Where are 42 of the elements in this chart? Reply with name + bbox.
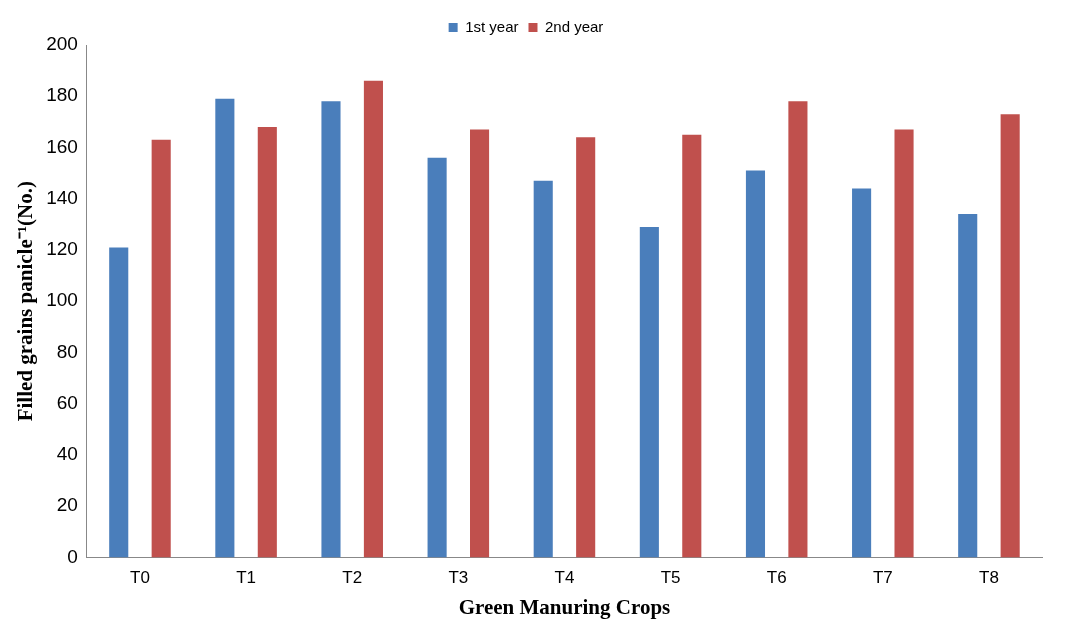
x-tick-label: T1 xyxy=(236,568,257,588)
y-tick-label: 20 xyxy=(56,494,78,516)
bar xyxy=(788,101,808,558)
y-tick-label: 200 xyxy=(46,33,78,55)
x-tick-label: T7 xyxy=(872,568,893,588)
legend-label: 1st year xyxy=(465,17,519,35)
x-tick-label: T5 xyxy=(660,568,681,588)
bar xyxy=(257,126,277,558)
bar xyxy=(639,226,659,558)
bar xyxy=(682,134,702,558)
bar xyxy=(427,157,447,558)
y-axis-title: Filled grains panicle⁻¹(No.) xyxy=(13,181,38,422)
x-tick-label: T6 xyxy=(766,568,787,588)
x-tick-label: T0 xyxy=(130,568,150,588)
y-tick-label: 180 xyxy=(46,84,78,106)
y-tick-label: 80 xyxy=(56,340,78,362)
y-tick-label: 120 xyxy=(46,238,78,260)
bar xyxy=(533,180,553,558)
bar xyxy=(215,98,235,558)
x-tick-label: T8 xyxy=(979,568,999,588)
x-tick-label: T3 xyxy=(448,568,469,588)
legend-label: 2nd year xyxy=(544,17,604,35)
bar xyxy=(321,101,341,558)
y-tick-label: 0 xyxy=(67,545,78,567)
bar xyxy=(894,129,914,558)
x-axis-title: Green Manuring Crops xyxy=(458,594,671,619)
bar xyxy=(470,129,490,558)
x-tick-label: T4 xyxy=(554,568,575,588)
bar xyxy=(576,137,596,558)
y-tick-label: 140 xyxy=(46,186,78,208)
bar xyxy=(852,188,872,558)
y-tick-label: 40 xyxy=(56,443,78,465)
bar xyxy=(958,214,978,558)
x-tick-label: T2 xyxy=(342,568,363,588)
bar xyxy=(151,139,171,558)
y-tick-label: 100 xyxy=(46,289,78,311)
bar xyxy=(109,247,129,558)
bar xyxy=(1000,114,1020,558)
y-tick-label: 160 xyxy=(46,135,78,157)
bar xyxy=(363,80,383,558)
bar xyxy=(745,170,766,558)
y-tick-label: 60 xyxy=(56,391,78,413)
